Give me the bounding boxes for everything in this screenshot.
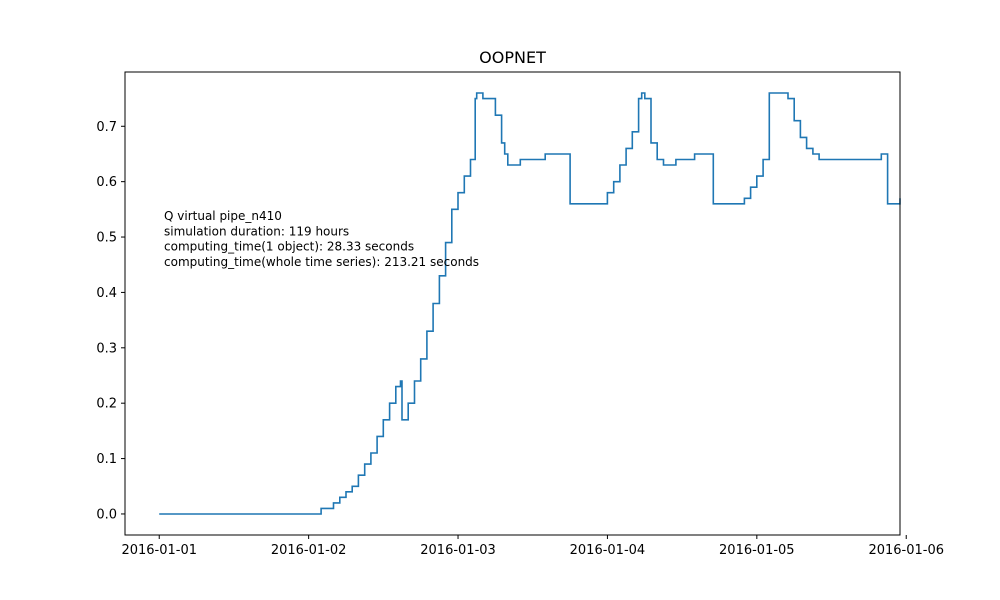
x-tick-label: 2016-01-04 <box>570 543 646 558</box>
y-tick-label: 0.2 <box>96 397 117 412</box>
x-tick-label: 2016-01-02 <box>271 543 347 558</box>
x-tick-label: 2016-01-06 <box>868 543 944 558</box>
plot-area <box>159 92 901 515</box>
x-tick-label: 2016-01-01 <box>121 543 197 558</box>
y-tick-label: 0.4 <box>96 286 117 301</box>
annotation-line: computing_time(whole time series): 213.2… <box>164 255 479 269</box>
y-tick-label: 0.6 <box>96 175 117 190</box>
y-tick-label: 0.0 <box>96 507 117 522</box>
x-tick-label: 2016-01-05 <box>719 543 795 558</box>
annotation-line: computing_time(1 object): 28.33 seconds <box>164 240 414 254</box>
x-tick-label: 2016-01-03 <box>420 543 496 558</box>
y-tick-label: 0.1 <box>96 452 117 467</box>
y-tick-label: 0.3 <box>96 341 117 356</box>
annotation-line: Q virtual pipe_n410 <box>164 209 282 223</box>
chart-title: OOPNET <box>479 48 546 67</box>
annotation-line: simulation duration: 119 hours <box>164 224 349 238</box>
y-tick-label: 0.5 <box>96 231 117 246</box>
y-tick-label: 0.7 <box>96 120 117 135</box>
axes-frame <box>124 71 901 536</box>
axes: 0.0 0.1 0.2 0.3 0.4 0.5 0.6 0.7 2016-01-01 2016-0… <box>96 71 944 558</box>
series-line-0 <box>159 92 901 515</box>
